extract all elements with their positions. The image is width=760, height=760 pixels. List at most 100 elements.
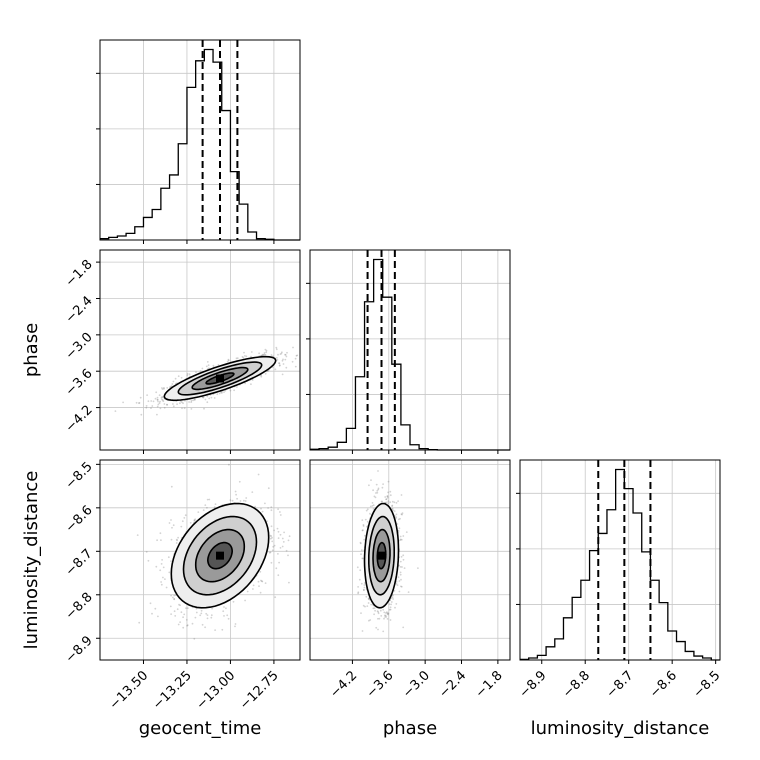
scatter-point (380, 500, 383, 503)
scatter-point (193, 398, 196, 401)
scatter-point (193, 519, 196, 522)
scatter-point (206, 498, 209, 501)
scatter-point (395, 513, 398, 516)
scatter-point (190, 401, 193, 403)
scatter-point (195, 611, 198, 614)
scatter-point (366, 525, 368, 528)
scatter-point (397, 576, 400, 579)
scatter-point (200, 612, 203, 615)
scatter-point (263, 353, 266, 356)
scatter-point (389, 501, 392, 504)
scatter-point (393, 510, 396, 512)
scatter-point (364, 518, 367, 521)
scatter-point (400, 555, 403, 558)
scatter-point (192, 399, 195, 402)
scatter-point (211, 607, 214, 610)
x-tick-label: −3.6 (364, 668, 397, 701)
scatter-point (279, 353, 282, 355)
scatter-point (364, 534, 366, 537)
scatter-point (387, 613, 390, 616)
scatter-point (179, 621, 182, 623)
scatter-point (208, 498, 211, 501)
scatter-point (377, 628, 379, 631)
scatter-point (364, 605, 366, 608)
scatter-point (171, 526, 173, 529)
scatter-point (369, 505, 372, 508)
scatter-point (156, 405, 159, 408)
scatter-point (277, 553, 279, 555)
scatter-point (183, 517, 186, 519)
scatter-point (199, 370, 202, 372)
scatter-point (366, 508, 369, 511)
scatter-point (369, 512, 371, 515)
scatter-point (181, 520, 184, 523)
scatter-point (357, 591, 360, 594)
scatter-point (200, 609, 203, 612)
scatter-point (161, 399, 164, 402)
y-tick-label: −8.8 (63, 590, 96, 623)
scatter-point (307, 344, 309, 346)
scatter-point (159, 400, 161, 403)
scatter-point (365, 509, 368, 512)
scatter-point (273, 544, 276, 547)
scatter-point (163, 406, 166, 409)
scatter-point (277, 574, 280, 577)
scatter-point (386, 612, 389, 615)
scatter-point (358, 578, 361, 581)
scatter-point (282, 358, 284, 361)
x-tick-label: −8.7 (604, 668, 637, 701)
density-peak (377, 551, 386, 560)
scatter-point (173, 610, 176, 613)
scatter-point (194, 616, 197, 619)
x-tick-label: −8.6 (647, 668, 680, 701)
scatter-point (206, 506, 208, 509)
scatter-point (158, 394, 161, 397)
scatter-point (385, 501, 388, 504)
x-tick-label: −8.9 (517, 668, 550, 701)
scatter-point (296, 354, 299, 357)
scatter-point (262, 353, 265, 356)
scatter-point (398, 527, 401, 530)
scatter-point (257, 473, 260, 476)
scatter-point (224, 389, 227, 392)
scatter-point (197, 511, 200, 513)
scatter-point (375, 626, 378, 629)
scatter-point (223, 606, 225, 608)
scatter-point (172, 524, 175, 527)
scatter-point (270, 509, 273, 512)
scatter-point (170, 485, 173, 488)
scatter-point (394, 606, 396, 609)
scatter-point (273, 529, 275, 532)
scatter-point (375, 483, 378, 486)
scatter-point (162, 566, 165, 569)
scatter-point (391, 504, 394, 507)
scatter-point (177, 623, 180, 626)
scatter-point (156, 398, 159, 401)
scatter-point (384, 496, 387, 498)
scatter-point (244, 355, 246, 357)
scatter-point (393, 589, 396, 592)
scatter-point (188, 401, 191, 403)
scatter-point (389, 606, 392, 609)
scatter-point (166, 387, 169, 389)
scatter-point (245, 355, 248, 358)
scatter-point (225, 607, 227, 610)
scatter-point (287, 554, 289, 557)
x-axis-label-geocent_time: geocent_time (139, 718, 262, 739)
contour-line (170, 502, 270, 609)
scatter-point (367, 597, 370, 600)
scatter-point (163, 387, 165, 389)
panel-content (100, 460, 300, 660)
scatter-point (264, 582, 267, 584)
scatter-point (156, 396, 159, 399)
scatter-point (189, 522, 192, 524)
scatter-point (154, 397, 157, 400)
scatter-point (370, 479, 372, 481)
contour-line (177, 361, 263, 396)
scatter-point (140, 413, 143, 416)
scatter-point (359, 569, 362, 572)
scatter-point (288, 581, 290, 584)
scatter-point (205, 365, 208, 368)
scatter-point (170, 613, 173, 615)
scatter-point (278, 362, 281, 365)
